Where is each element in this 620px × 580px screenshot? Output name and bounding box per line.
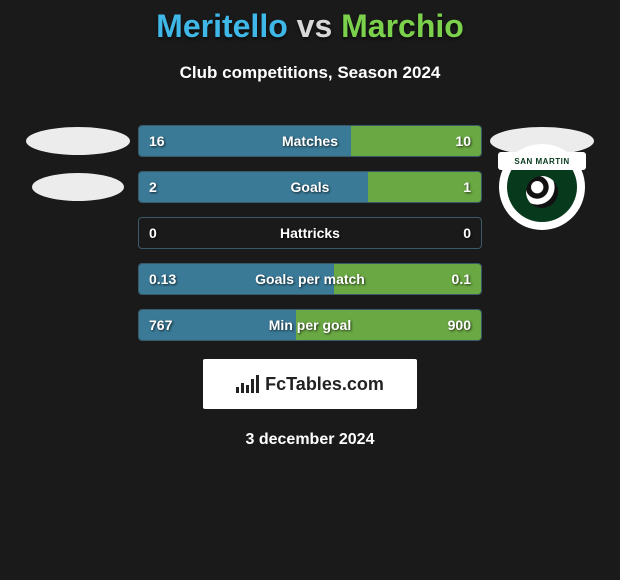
- player1-photo-placeholder: [32, 173, 124, 201]
- stat-row: 0.13 Goals per match 0.1: [0, 263, 620, 295]
- player1-name: Meritello: [156, 8, 288, 44]
- player1-photo-placeholder: [26, 127, 130, 155]
- soccer-ball-icon: [526, 176, 558, 208]
- bar-chart-icon: [236, 375, 259, 393]
- stat-bar: 767 Min per goal 900: [138, 309, 482, 341]
- stat-metric-label: Hattricks: [280, 225, 340, 241]
- stat-value-left: 16: [149, 133, 165, 149]
- stats-rows: 16 Matches 10 2 Goals 1: [0, 125, 620, 341]
- page-title: Meritello vs Marchio: [0, 8, 620, 45]
- stat-metric-label: Goals: [291, 179, 330, 195]
- stat-value-left: 0: [149, 225, 157, 241]
- stat-metric-label: Min per goal: [269, 317, 351, 333]
- date-text: 3 december 2024: [0, 431, 620, 449]
- stat-value-right: 1: [463, 179, 471, 195]
- stat-value-right: 900: [448, 317, 471, 333]
- right-badge-slot: SAN MARTIN: [482, 144, 602, 230]
- bar-left-fill: [139, 172, 368, 202]
- stat-value-left: 767: [149, 317, 172, 333]
- left-badge-slot: [18, 127, 138, 155]
- club-badge-text: SAN MARTIN: [498, 152, 586, 170]
- stat-metric-label: Goals per match: [255, 271, 365, 287]
- stat-value-right: 0: [463, 225, 471, 241]
- brand-logo: FcTables.com: [203, 359, 417, 409]
- vs-text: vs: [297, 8, 333, 44]
- stat-value-right: 0.1: [452, 271, 471, 287]
- stat-value-left: 2: [149, 179, 157, 195]
- club-badge: SAN MARTIN: [499, 144, 585, 230]
- subtitle: Club competitions, Season 2024: [0, 63, 620, 83]
- stat-value-right: 10: [455, 133, 471, 149]
- comparison-card: Meritello vs Marchio Club competitions, …: [0, 0, 620, 449]
- stat-bar: 0 Hattricks 0: [138, 217, 482, 249]
- player2-name: Marchio: [341, 8, 464, 44]
- brand-text: FcTables.com: [265, 374, 384, 395]
- stat-bar: 16 Matches 10: [138, 125, 482, 157]
- stat-bar: 2 Goals 1: [138, 171, 482, 203]
- stat-value-left: 0.13: [149, 271, 176, 287]
- stat-row: 2 Goals 1 SAN MARTIN: [0, 171, 620, 203]
- stat-metric-label: Matches: [282, 133, 338, 149]
- left-badge-slot: [18, 173, 138, 201]
- stat-bar: 0.13 Goals per match 0.1: [138, 263, 482, 295]
- stat-row: 767 Min per goal 900: [0, 309, 620, 341]
